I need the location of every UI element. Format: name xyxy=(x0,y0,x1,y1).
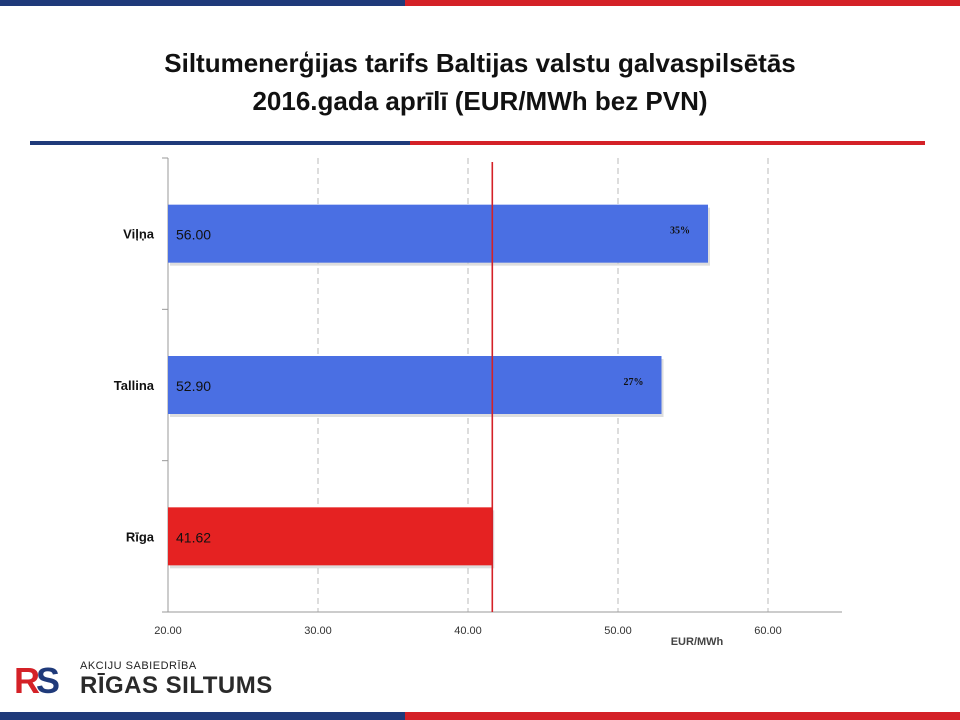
rs-logo-icon: R S xyxy=(14,660,60,698)
x-tick-label: 50.00 xyxy=(604,625,632,637)
category-label: Viļņa xyxy=(123,227,155,242)
bars xyxy=(168,204,710,569)
bottom-stripe-red xyxy=(405,712,960,720)
slide-title: Siltumenerģijas tarifs Baltijas valstu g… xyxy=(40,44,920,120)
bottom-stripe-blue xyxy=(0,712,405,720)
category-label: Rīga xyxy=(126,529,155,544)
x-tick-label: 30.00 xyxy=(304,625,332,637)
x-tick-label: 40.00 xyxy=(454,625,482,637)
title-line-2: 2016.gada aprīlī (EUR/MWh bez PVN) xyxy=(252,86,708,116)
svg-text:S: S xyxy=(36,660,60,698)
company-type-label: AKCIJU SABIEDRĪBA xyxy=(80,660,197,672)
title-line-1: Siltumenerģijas tarifs Baltijas valstu g… xyxy=(164,48,796,78)
title-divider-blue xyxy=(30,141,410,145)
x-axis-unit-label: EUR/MWh xyxy=(671,636,724,648)
company-logo: R S AKCIJU SABIEDRĪBA RĪGAS SILTUMS xyxy=(14,658,294,700)
bottom-brand-stripe xyxy=(0,712,960,720)
category-label: Tallina xyxy=(114,378,155,393)
svg-text:R: R xyxy=(14,660,40,698)
company-name-label: RĪGAS SILTUMS xyxy=(80,672,273,699)
bar-value-label: 56.00 xyxy=(176,227,211,243)
bar-value-label: 52.90 xyxy=(176,378,211,394)
title-divider-red xyxy=(410,141,925,145)
bar-percent-label: 27% xyxy=(624,377,644,388)
bar-value-label: 41.62 xyxy=(176,529,211,545)
labels: 20.00 30.00 40.00 50.00 60.00 Viļņa 56.00 35% Ta… xyxy=(114,226,782,637)
title-divider xyxy=(30,141,925,145)
bar xyxy=(168,507,493,566)
top-brand-stripe xyxy=(0,0,960,6)
x-tick-label: 20.00 xyxy=(154,625,182,637)
x-tick-label: 60.00 xyxy=(754,625,782,637)
bar-percent-label: 35% xyxy=(670,226,690,237)
top-stripe-blue xyxy=(0,0,405,6)
bar xyxy=(168,204,708,263)
top-stripe-red xyxy=(405,0,960,6)
bar xyxy=(168,356,662,414)
